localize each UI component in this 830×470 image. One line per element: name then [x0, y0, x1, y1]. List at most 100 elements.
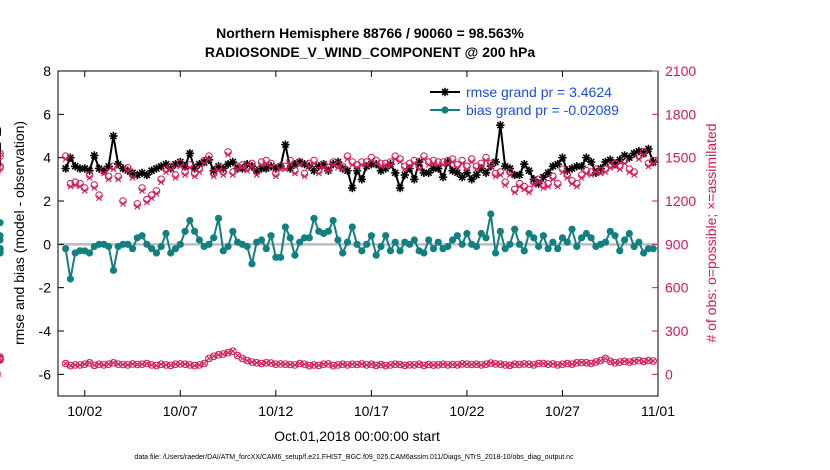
- assimilated-lower-point: [430, 362, 437, 369]
- assimilated-point: [521, 186, 528, 193]
- x-stroke: [554, 361, 561, 368]
- assimilated-point: [377, 163, 384, 170]
- possible-lower-point: [353, 360, 361, 369]
- x-stroke: [516, 183, 523, 190]
- rmse-point: [400, 170, 410, 180]
- assimilated-lower-point: [330, 362, 337, 369]
- x-stroke: [554, 183, 561, 190]
- x-stroke: [397, 361, 404, 368]
- bias-point: [66, 275, 75, 283]
- x-stroke: [306, 163, 313, 170]
- x-stroke: [473, 166, 480, 173]
- assimilated-lower-point: [81, 361, 88, 368]
- x-stroke: [549, 176, 556, 183]
- rmse-point: [109, 131, 118, 141]
- x-stroke: [487, 360, 494, 367]
- assimilated-lower-point: [153, 362, 160, 369]
- bias-point: [162, 229, 170, 238]
- x-stroke: [468, 361, 475, 368]
- x-stroke: [229, 172, 236, 178]
- x-stroke: [411, 160, 418, 167]
- x-stroke: [201, 360, 208, 367]
- bias-point: [0, 232, 4, 240]
- x-stroke: [420, 362, 427, 369]
- x-stroke: [449, 159, 456, 165]
- assimilated-point: [430, 160, 437, 167]
- assimilated-lower-point: [411, 361, 418, 368]
- asterisk-stroke: [66, 154, 75, 162]
- x-stroke: [268, 163, 275, 170]
- y-tick-label: -6: [39, 366, 52, 382]
- x-stroke: [129, 360, 136, 367]
- x-stroke: [578, 359, 585, 366]
- chart-subtitle: RADIOSONDE_V_WIND_COMPONENT @ 200 hPa: [205, 44, 535, 60]
- assimilated-point: [459, 160, 466, 167]
- x-stroke: [459, 160, 466, 167]
- bias-point: [191, 227, 199, 235]
- assimilated-point: [564, 174, 571, 181]
- bias-point: [544, 245, 552, 253]
- bias-point: [549, 238, 557, 246]
- asterisk-stroke: [128, 169, 137, 177]
- x-stroke: [645, 357, 652, 364]
- assimilated-point: [339, 166, 346, 173]
- assimilated-point: [592, 169, 599, 176]
- assimilated-point: [454, 164, 461, 171]
- assimilated-lower-point: [172, 361, 179, 368]
- assimilated-lower-point: [277, 360, 284, 367]
- possible-point: [0, 163, 4, 172]
- bias-point: [148, 245, 156, 253]
- assimilated-lower-point: [210, 353, 217, 360]
- assimilated-lower-point: [569, 361, 576, 368]
- x-stroke: [177, 360, 184, 367]
- x-stroke: [616, 359, 623, 366]
- assimilated-lower-point: [162, 361, 169, 368]
- x-stroke: [535, 360, 542, 367]
- x-stroke: [382, 362, 389, 369]
- y-tick-label: -4: [39, 323, 52, 339]
- x-stroke: [621, 160, 628, 167]
- x-stroke: [172, 361, 179, 368]
- assimilated-lower-point: [631, 358, 638, 365]
- rmse-point: [228, 157, 238, 167]
- assimilated-lower-point: [143, 360, 150, 367]
- x-stroke: [301, 173, 308, 180]
- x-stroke: [459, 360, 466, 367]
- bias-point: [558, 234, 567, 242]
- bias-point: [463, 229, 471, 238]
- bias-point: [640, 249, 648, 257]
- x-stroke: [573, 359, 580, 366]
- bias-point: [358, 247, 366, 255]
- assimilated-point: [220, 172, 227, 178]
- asterisk-stroke: [410, 175, 418, 183]
- bias-point: [262, 245, 270, 253]
- assimilated-point: [306, 163, 313, 170]
- x-stroke: [110, 359, 117, 366]
- bias-point: [105, 242, 113, 251]
- x-stroke: [392, 361, 399, 368]
- x-stroke: [583, 359, 590, 366]
- x-stroke: [612, 163, 618, 170]
- bias-point: [382, 232, 390, 240]
- assimilated-point: [487, 163, 494, 170]
- assimilated-lower-point: [612, 359, 618, 366]
- assimilated-point: [263, 160, 270, 167]
- assimilated-lower-point: [487, 360, 494, 367]
- assimilated-point: [100, 170, 107, 177]
- x-stroke: [91, 362, 98, 369]
- x-stroke: [382, 163, 389, 170]
- bias-point: [109, 266, 118, 274]
- x-stroke: [454, 164, 461, 171]
- bias-point: [152, 249, 161, 257]
- x-stroke: [153, 190, 160, 197]
- assimilated-lower-point: [67, 362, 74, 369]
- y-tick-label: -2: [39, 280, 52, 296]
- x-stroke: [72, 182, 79, 189]
- x-stroke: [339, 166, 346, 173]
- x-stroke: [473, 361, 480, 368]
- possible-lower-point: [429, 361, 438, 369]
- rmse-point: [481, 168, 491, 178]
- asterisk-stroke: [472, 171, 481, 179]
- x-stroke: [62, 360, 69, 367]
- bias-point: [267, 232, 275, 240]
